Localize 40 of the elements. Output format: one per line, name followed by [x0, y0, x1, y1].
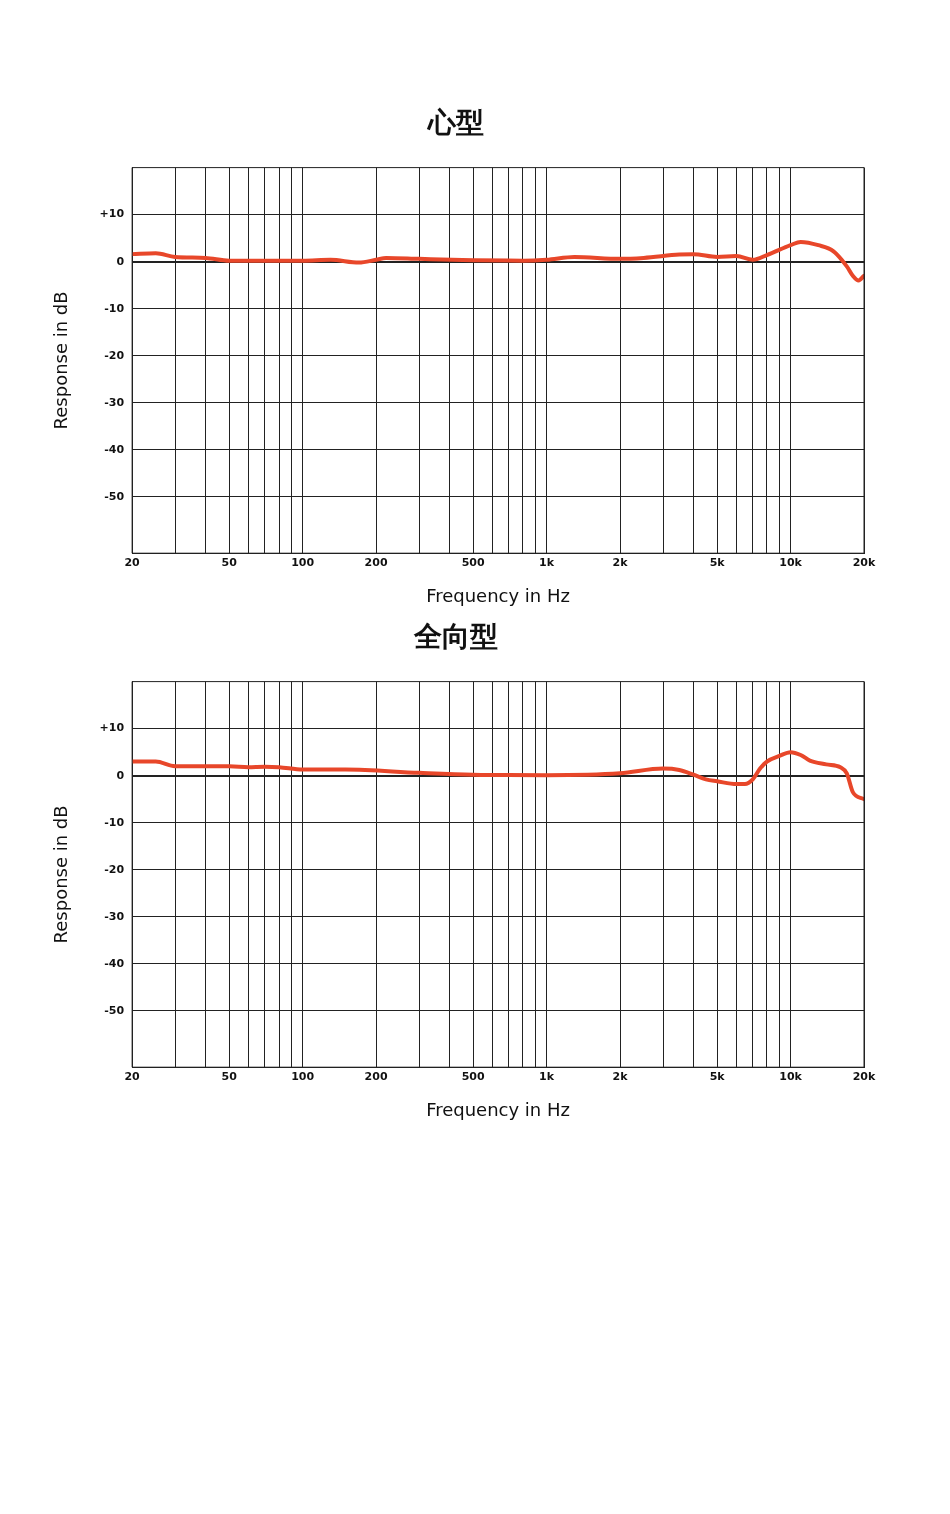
y-tick-label: 0 [116, 254, 125, 268]
x-tick-label: 5k [709, 555, 726, 569]
y-tick-label: -10 [104, 301, 125, 315]
x-tick-label: 5k [709, 1069, 726, 1083]
x-tick-label: 1k [539, 555, 555, 569]
y-tick-label: -40 [104, 956, 125, 970]
y-tick-label: -20 [104, 348, 125, 362]
y-tick-label: 0 [116, 768, 125, 782]
x-tick-label: 2k [612, 555, 629, 569]
chart-title: 心型 [426, 106, 484, 140]
x-tick-label: 20 [124, 1069, 141, 1083]
chart-title: 全向型 [413, 620, 498, 654]
x-axis-title: Frequency in Hz [426, 584, 570, 606]
y-tick-label: -20 [104, 862, 125, 876]
x-tick-label: 10k [779, 555, 803, 569]
y-tick-label: -50 [104, 489, 125, 503]
y-axis-title: Response in dB [50, 805, 72, 944]
x-tick-label: 500 [461, 1069, 485, 1083]
y-tick-label: -30 [104, 395, 125, 409]
x-tick-label: 500 [461, 555, 485, 569]
y-tick-label: -10 [104, 815, 125, 829]
x-tick-label: 10k [779, 1069, 803, 1083]
x-axis-title: Frequency in Hz [426, 1098, 570, 1120]
x-tick-label: 20 [124, 555, 141, 569]
y-tick-label: -30 [104, 909, 125, 923]
x-tick-label: 50 [221, 555, 238, 569]
y-tick-label: -40 [104, 442, 125, 456]
x-tick-label: 1k [539, 1069, 555, 1083]
x-tick-label: 20k [852, 555, 876, 569]
x-tick-label: 20k [852, 1069, 876, 1083]
x-tick-label: 200 [364, 555, 388, 569]
y-tick-label: +10 [99, 721, 125, 735]
x-tick-label: 100 [291, 555, 315, 569]
y-axis-title: Response in dB [50, 291, 72, 430]
x-tick-label: 200 [364, 1069, 388, 1083]
x-tick-label: 50 [221, 1069, 238, 1083]
x-tick-label: 2k [612, 1069, 629, 1083]
x-tick-label: 100 [291, 1069, 315, 1083]
y-tick-label: +10 [99, 207, 125, 221]
y-tick-label: -50 [104, 1003, 125, 1017]
